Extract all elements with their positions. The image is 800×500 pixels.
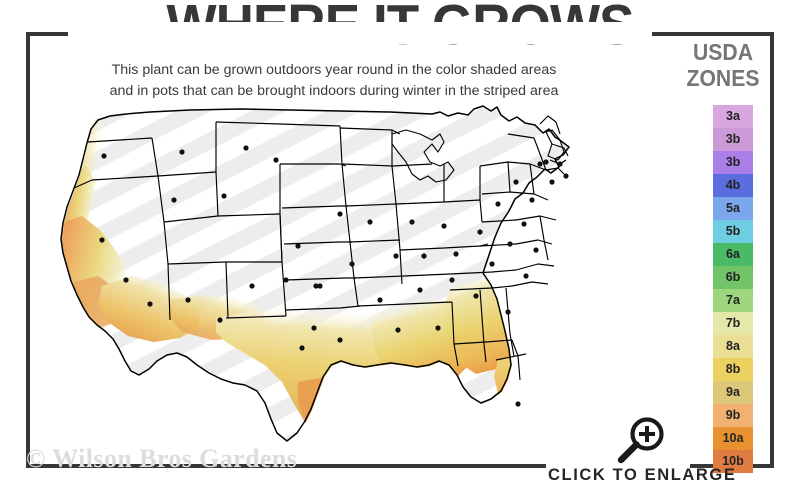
usda-zone-legend: 3a 3b 3b 4b 5a 5b 6a 6b 7a 7b 8a 8b 9a 9b 10a 10b: [713, 105, 753, 473]
watermark-credit: © Wilson Bros Gardens: [26, 444, 298, 473]
zone-swatch-label: 6b: [725, 270, 741, 285]
zone-swatch-5a-4[interactable]: 5a: [713, 197, 753, 220]
zone-swatch-label: 9a: [726, 385, 740, 400]
subtitle-line-1: This plant can be grown outdoors year ro…: [111, 62, 557, 78]
zone-swatch-label: 5a: [726, 201, 740, 216]
zone-swatch-label: 5b: [725, 224, 741, 239]
zone-swatch-label: 3a: [726, 109, 740, 124]
zone-swatch-6a-6[interactable]: 6a: [713, 243, 753, 266]
legend-heading: USDA ZONES: [672, 39, 773, 92]
subtitle: This plant can be grown outdoors year ro…: [34, 60, 634, 101]
frame-border-right: [770, 32, 774, 468]
zone-swatch-3b-2[interactable]: 3b: [713, 151, 753, 174]
zone-swatch-label: 3b: [725, 132, 741, 147]
map-city-dots: [99, 145, 569, 407]
click-to-enlarge-label[interactable]: CLICK TO ENLARGE: [548, 466, 737, 484]
frame-border-top-left: [26, 32, 70, 36]
zone-swatch-label: 10a: [722, 431, 744, 446]
frame-title-gap-mask: [68, 22, 652, 44]
frame-border-left: [26, 32, 30, 468]
zone-swatch-7b-9[interactable]: 7b: [713, 312, 753, 335]
usda-hardiness-map[interactable]: [40, 104, 660, 454]
zone-swatch-7a-8[interactable]: 7a: [713, 289, 753, 312]
zone-swatch-5b-5[interactable]: 5b: [713, 220, 753, 243]
zone-swatch-9b-13[interactable]: 9b: [713, 404, 753, 427]
legend-heading-line-2: ZONES: [686, 64, 760, 91]
magnifier-plus-icon[interactable]: [612, 415, 670, 465]
zone-swatch-label: 7b: [725, 316, 741, 331]
zone-swatch-3b-1[interactable]: 3b: [713, 128, 753, 151]
zone-swatch-4b-3[interactable]: 4b: [713, 174, 753, 197]
zone-swatch-label: 8a: [726, 339, 740, 354]
legend-heading-line-1: USDA: [693, 39, 753, 65]
frame-border-bottom-left: [26, 464, 546, 468]
zone-swatch-label: 8b: [725, 362, 741, 377]
zone-swatch-9a-12[interactable]: 9a: [713, 381, 753, 404]
zone-swatch-8a-10[interactable]: 8a: [713, 335, 753, 358]
zone-swatch-label: 10b: [722, 454, 744, 469]
zone-swatch-10b-15[interactable]: 10b: [713, 450, 753, 473]
map-state-outlines: [60, 105, 570, 442]
zone-swatch-10a-14[interactable]: 10a: [713, 427, 753, 450]
subtitle-line-2: and in pots that can be brought indoors …: [109, 82, 559, 99]
zone-swatch-label: 7a: [726, 293, 740, 308]
zone-swatch-3a-0[interactable]: 3a: [713, 105, 753, 128]
zone-swatch-label: 9b: [725, 408, 741, 423]
zone-swatch-label: 4b: [725, 178, 741, 193]
zone-swatch-label: 6a: [726, 247, 740, 262]
map-svg: [60, 105, 570, 442]
zone-swatch-8b-11[interactable]: 8b: [713, 358, 753, 381]
zone-swatch-label: 3b: [725, 155, 741, 170]
zone-swatch-6b-7[interactable]: 6b: [713, 266, 753, 289]
frame-border-top-right: [650, 32, 774, 36]
